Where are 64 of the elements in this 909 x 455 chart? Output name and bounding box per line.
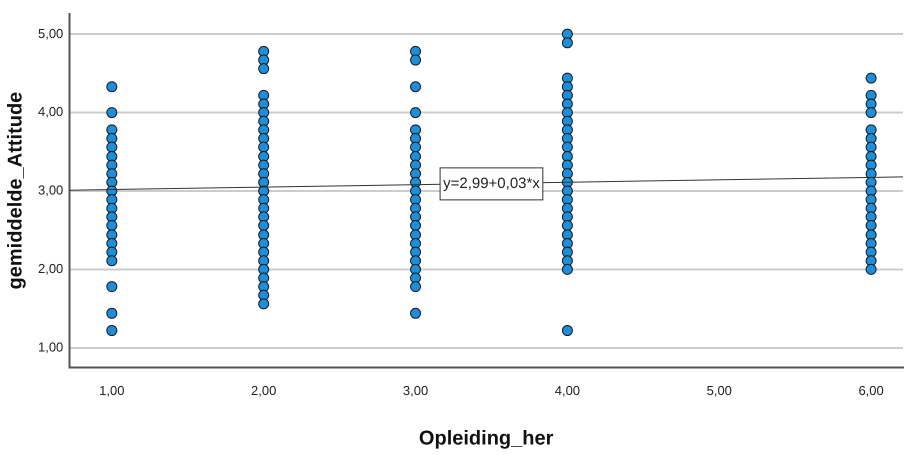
point: [562, 37, 573, 48]
point: [106, 325, 118, 336]
point: [866, 160, 877, 171]
point: [866, 220, 877, 231]
y-tick-label: 2,00: [38, 260, 64, 276]
point: [258, 298, 270, 310]
point: [258, 220, 270, 231]
point: [562, 98, 573, 110]
point: [106, 142, 118, 153]
point: [410, 281, 422, 292]
point: [866, 142, 877, 153]
point: [866, 72, 877, 84]
x-tick-label: 2,00: [251, 382, 276, 398]
point: [562, 116, 573, 127]
point: [410, 142, 422, 153]
point: [562, 246, 573, 258]
y-tick-label: 1,00: [38, 339, 64, 354]
point: [258, 194, 270, 206]
point: [562, 142, 573, 153]
point: [866, 238, 877, 250]
point: [106, 255, 118, 266]
point: [106, 308, 118, 319]
point: [410, 308, 422, 319]
y-axis-title: gemiddelde_Attitude: [4, 92, 27, 290]
point: [106, 220, 118, 231]
point: [866, 246, 877, 258]
point: [258, 281, 270, 292]
point: [410, 220, 422, 231]
y-tick-label: 5,00: [38, 26, 64, 41]
point: [106, 160, 118, 171]
point: [258, 63, 270, 74]
point: [410, 54, 422, 66]
point: [410, 194, 422, 206]
x-tick-label: 6,00: [858, 382, 884, 398]
x-tick-label: 5,00: [706, 382, 732, 398]
point: [562, 220, 573, 231]
point: [562, 132, 573, 144]
point: [106, 81, 118, 92]
point: [258, 160, 270, 171]
point: [106, 107, 118, 118]
x-axis-title: Opleiding_her: [418, 428, 554, 450]
annotation: y=2,99+0,03*x: [443, 175, 540, 192]
y-tick-label: 4,00: [38, 104, 64, 120]
y-tick-label: 3,00: [38, 182, 64, 198]
point: [562, 81, 573, 92]
point: [258, 142, 270, 153]
x-tick-label: 1,00: [99, 382, 124, 398]
point: [106, 194, 118, 206]
point: [410, 160, 422, 171]
point: [410, 107, 422, 118]
x-tick-label: 4,00: [554, 382, 580, 398]
point: [866, 264, 877, 275]
point: [866, 194, 877, 206]
point: [562, 194, 573, 206]
point: [562, 325, 573, 336]
point: [866, 107, 877, 118]
point: [106, 281, 118, 292]
point: [562, 160, 573, 171]
point: [866, 185, 877, 196]
x-tick-label: 3,00: [402, 382, 428, 398]
point: [410, 81, 422, 92]
point: [562, 264, 573, 275]
point: [258, 246, 270, 258]
point: [410, 246, 422, 258]
